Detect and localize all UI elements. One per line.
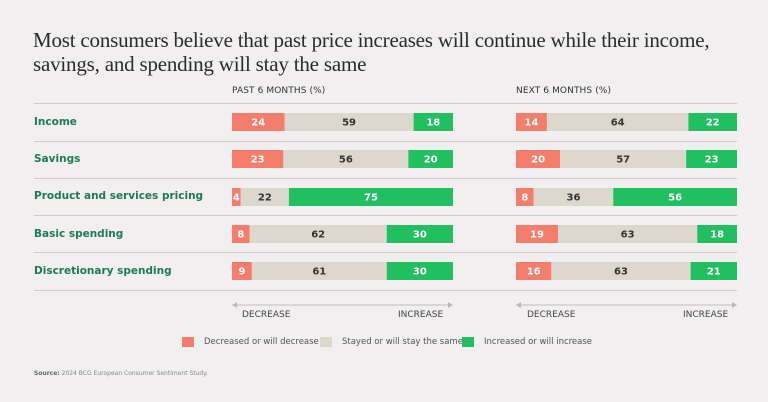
source-note: Source: 2024 BCG European Consumer Senti…: [34, 370, 208, 377]
data-label: 18: [426, 118, 440, 129]
data-label: 8: [237, 230, 244, 241]
legend-swatch-increase: [462, 337, 474, 347]
bar-segment-decrease: [232, 188, 241, 206]
data-label: 36: [566, 193, 580, 204]
legend-label-decrease: Decreased or will decrease: [204, 337, 319, 347]
bar-segment-increase: [697, 225, 737, 243]
bar-segment-decrease: [232, 262, 252, 280]
row-label-pricing: Product and services pricing: [34, 190, 204, 202]
bar-segment-same: [284, 113, 414, 131]
bar-segment-decrease: [516, 225, 558, 243]
legend-item-same: Stayed or will stay the same: [320, 337, 463, 347]
row-label-discretionary-spending: Discretionary spending: [34, 265, 172, 277]
arrow-left-icon: [516, 302, 521, 308]
bar-segment-decrease: [232, 113, 285, 131]
bar-segment-increase: [386, 225, 453, 243]
bar-segment-decrease: [232, 150, 284, 168]
data-label: 21: [707, 267, 721, 278]
data-label: 63: [614, 267, 628, 278]
bar-segment-increase: [288, 188, 453, 206]
row-divider: [34, 215, 737, 216]
row-label-income: Income: [34, 116, 77, 128]
bar-segment-increase: [688, 113, 737, 131]
data-label: 30: [413, 267, 427, 278]
row-divider: [34, 141, 737, 142]
data-label: 20: [424, 155, 438, 166]
panel-header-past: PAST 6 MONTHS (%): [232, 86, 326, 96]
bar-segment-increase: [413, 113, 453, 131]
row-divider: [34, 252, 737, 253]
source-label: Source:: [34, 370, 60, 377]
bar-segment-same: [533, 188, 614, 206]
arrow-right-icon: [448, 302, 453, 308]
data-label: 19: [530, 230, 544, 241]
bar-segment-decrease: [516, 188, 534, 206]
data-label: 22: [706, 118, 720, 129]
data-label: 4: [233, 193, 240, 204]
bar-segment-increase: [386, 262, 453, 280]
axis-increase-label-next: INCREASE: [683, 310, 729, 320]
data-label: 30: [413, 230, 427, 241]
data-label: 23: [251, 155, 265, 166]
bar-segment-decrease: [232, 225, 250, 243]
bar-segment-increase: [408, 150, 453, 168]
bar-segment-decrease: [516, 113, 547, 131]
arrow-left-icon: [232, 302, 237, 308]
axis-decrease-label-past: DECREASE: [242, 310, 291, 320]
data-label: 23: [705, 155, 719, 166]
row-divider: [34, 290, 737, 291]
data-label: 56: [668, 193, 682, 204]
legend-swatch-decrease: [182, 337, 194, 347]
axis-decrease-label-next: DECREASE: [527, 310, 576, 320]
data-label: 61: [312, 267, 326, 278]
data-label: 24: [251, 118, 265, 129]
data-label: 62: [311, 230, 325, 241]
panel-header-next: NEXT 6 MONTHS (%): [516, 86, 612, 96]
legend-swatch-same: [320, 337, 332, 347]
data-label: 18: [710, 230, 724, 241]
bar-segment-same: [249, 225, 387, 243]
row-label-savings: Savings: [34, 153, 81, 165]
bar-segment-increase: [613, 188, 737, 206]
row-divider: [34, 178, 737, 179]
bar-segment-same: [283, 150, 409, 168]
legend-item-decrease: Decreased or will decrease: [182, 337, 319, 347]
data-label: 59: [342, 118, 356, 129]
data-label: 75: [364, 193, 378, 204]
data-label: 9: [238, 267, 245, 278]
data-label: 57: [616, 155, 630, 166]
chart-title: Most consumers believe that past price i…: [33, 28, 710, 76]
data-label: 20: [531, 155, 545, 166]
bar-segment-same: [251, 262, 387, 280]
legend-label-same: Stayed or will stay the same: [342, 337, 463, 347]
data-label: 8: [521, 193, 528, 204]
bar-segment-same: [551, 262, 691, 280]
data-label: 64: [611, 118, 625, 129]
source-text: 2024 BCG European Consumer Sentiment Stu…: [61, 370, 208, 377]
arrow-right-icon: [732, 302, 737, 308]
row-divider: [34, 103, 737, 104]
axis-increase-label-past: INCREASE: [398, 310, 444, 320]
data-label: 63: [621, 230, 635, 241]
legend-item-increase: Increased or will increase: [462, 337, 592, 347]
bar-segment-same: [240, 188, 289, 206]
data-label: 14: [525, 118, 539, 129]
legend-label-increase: Increased or will increase: [484, 337, 593, 347]
bar-segment-increase: [690, 262, 737, 280]
data-label: 56: [339, 155, 353, 166]
row-label-basic-spending: Basic spending: [34, 228, 124, 240]
data-label: 16: [527, 267, 541, 278]
bar-segment-same: [557, 225, 698, 243]
bar-segment-increase: [686, 150, 737, 168]
bar-segment-decrease: [516, 262, 552, 280]
data-label: 22: [258, 193, 272, 204]
bar-segment-same: [546, 113, 689, 131]
bar-segment-same: [560, 150, 687, 168]
bar-segment-decrease: [516, 150, 561, 168]
